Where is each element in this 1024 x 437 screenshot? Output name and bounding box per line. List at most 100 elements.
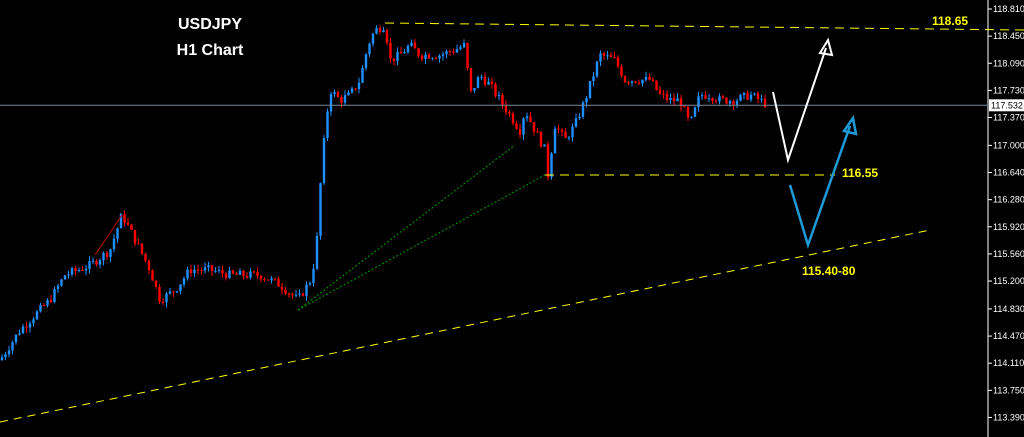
candle-body (609, 55, 613, 58)
blue-arrow (788, 125, 852, 250)
candle-body (627, 82, 630, 84)
y-tick-label: 115.200 (993, 276, 1024, 286)
candle-body (455, 49, 459, 53)
candle-body (154, 280, 158, 287)
candle-body (140, 243, 144, 254)
candle-body (105, 252, 109, 257)
candle-body (518, 128, 522, 135)
candle-body (245, 276, 249, 278)
candle-body (70, 268, 74, 275)
candle-body (480, 76, 483, 78)
candle-body (536, 131, 539, 133)
candle-body (126, 222, 130, 225)
candle-body (21, 326, 25, 334)
level-label-resistance: 118.65 (932, 14, 969, 28)
candle-body (301, 293, 305, 296)
candle-body (697, 96, 700, 108)
candle-body (28, 323, 32, 328)
candle-body (4, 354, 7, 358)
candle-body (284, 289, 287, 294)
candle-body (742, 92, 746, 95)
candle-body (410, 42, 413, 46)
candle-body (683, 106, 686, 108)
candle-body (228, 270, 231, 279)
candle-body (182, 278, 186, 285)
candle-body (35, 311, 39, 320)
candle-body (91, 260, 95, 262)
candle-body (550, 153, 553, 178)
candle-body (39, 305, 42, 312)
candle-body (14, 334, 18, 343)
candle-body (196, 269, 200, 271)
candle-body (46, 299, 49, 306)
candle-body (620, 66, 623, 77)
candle-body (123, 214, 126, 223)
candle-body (431, 58, 434, 60)
candle-body (53, 288, 56, 303)
candle-body (210, 265, 214, 271)
y-tick-label: 114.830 (993, 304, 1024, 314)
y-tick-label: 115.560 (993, 249, 1024, 259)
chart-subtitle: H1 Chart (176, 42, 244, 59)
candle-body (399, 51, 403, 54)
candle-body (490, 81, 494, 84)
candle-body (466, 43, 469, 68)
candle-body (459, 47, 462, 50)
candle-body (427, 54, 431, 59)
candle-body (319, 183, 322, 236)
red-trend-segment (94, 214, 123, 256)
candle-body (655, 80, 658, 90)
candle-body (42, 305, 46, 307)
candle-body (644, 76, 648, 80)
candle-body (350, 88, 354, 93)
candle-body (539, 131, 543, 147)
candle-body (354, 88, 357, 90)
candle-body (613, 57, 616, 59)
resistance-line (384, 22, 1024, 31)
candle-body (382, 30, 385, 32)
candle-body (25, 326, 28, 328)
candle-body (445, 51, 448, 55)
candle-body (606, 55, 609, 57)
candle-body (473, 88, 476, 91)
y-tick-label: 117.370 (993, 113, 1024, 123)
candle-body (133, 229, 137, 244)
candle-body (291, 293, 294, 296)
candle-body (343, 95, 347, 103)
candle-body (497, 95, 501, 97)
candle-body (546, 144, 550, 178)
y-tick-label: 113.390 (993, 412, 1024, 422)
candle-body (487, 81, 490, 85)
y-tick-label: 113.750 (993, 385, 1024, 395)
candle-body (599, 53, 602, 62)
candle-body (249, 271, 252, 278)
trend-line (0, 229, 931, 423)
candle-body (77, 269, 81, 271)
candle-body (378, 27, 382, 32)
candle-body (511, 113, 515, 124)
candle-body (725, 97, 728, 104)
candle-body (336, 92, 340, 98)
candle-body (434, 58, 438, 60)
candle-body (168, 291, 172, 294)
candle-body (658, 89, 662, 94)
candle-body (11, 342, 14, 351)
candle-body (728, 101, 732, 104)
candle-body (203, 267, 207, 271)
candle-body (739, 94, 742, 101)
candle-body (420, 55, 424, 59)
candle-body (448, 51, 452, 53)
candle-body (753, 93, 756, 95)
candle-body (74, 268, 77, 271)
candle-body (165, 293, 168, 303)
y-tick-label: 114.110 (993, 358, 1024, 368)
candle-body (0, 357, 4, 361)
candle-body (417, 48, 420, 56)
blue-arrow-head (841, 114, 858, 136)
candle-body (763, 98, 767, 108)
candle-body (462, 43, 466, 48)
candle-body (161, 301, 165, 303)
candle-body (98, 260, 102, 265)
candle-body (287, 293, 291, 295)
